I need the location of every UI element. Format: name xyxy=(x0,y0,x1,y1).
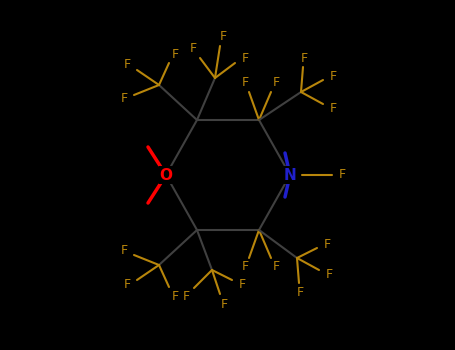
Text: F: F xyxy=(172,289,178,302)
Text: F: F xyxy=(182,290,190,303)
Text: F: F xyxy=(242,77,248,90)
Text: F: F xyxy=(273,260,279,273)
Text: F: F xyxy=(325,267,333,280)
Text: O: O xyxy=(160,168,172,182)
Text: N: N xyxy=(283,168,296,182)
Text: F: F xyxy=(172,48,178,61)
Text: F: F xyxy=(242,51,248,64)
Text: F: F xyxy=(339,168,345,182)
Text: F: F xyxy=(242,260,248,273)
Text: F: F xyxy=(123,58,131,71)
Text: F: F xyxy=(121,245,127,258)
Text: F: F xyxy=(300,51,308,64)
Text: F: F xyxy=(297,286,303,299)
Text: F: F xyxy=(273,77,279,90)
Text: F: F xyxy=(121,92,127,105)
Text: F: F xyxy=(220,298,228,310)
Text: F: F xyxy=(324,238,331,251)
Text: F: F xyxy=(189,42,197,55)
Text: F: F xyxy=(329,70,337,83)
Text: F: F xyxy=(329,102,337,114)
Text: F: F xyxy=(238,278,246,290)
Text: F: F xyxy=(123,279,131,292)
Text: F: F xyxy=(219,29,227,42)
